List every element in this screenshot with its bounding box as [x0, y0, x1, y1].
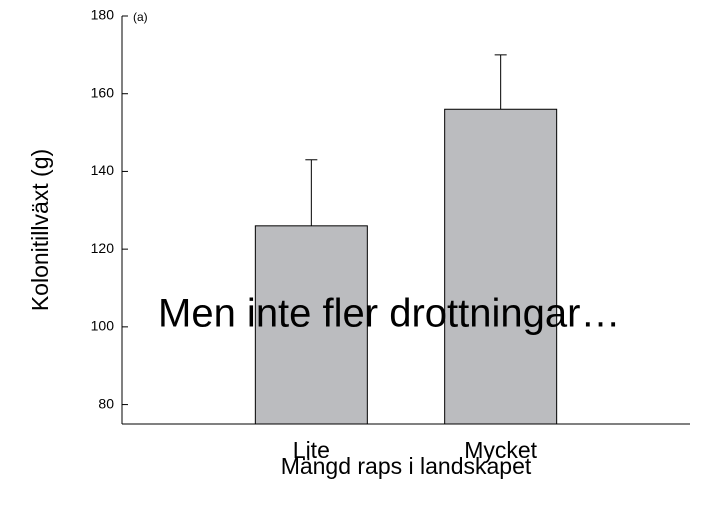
x-tick-label: Lite	[293, 437, 330, 463]
y-axis-label: Kolonitillväxt (g)	[27, 149, 53, 311]
y-tick-label: 140	[91, 162, 115, 178]
y-tick-label: 120	[91, 240, 115, 256]
x-tick-label: Mycket	[464, 437, 537, 463]
y-tick-label: 160	[91, 84, 115, 100]
y-tick-label: 80	[98, 395, 114, 411]
y-tick-label: 100	[91, 318, 115, 334]
x-axis-label: Mängd raps i landskapet	[281, 453, 532, 479]
bar	[444, 108, 558, 425]
overlay-text: Men inte fler drottningar…	[158, 292, 620, 336]
y-tick-label: 180	[91, 7, 115, 23]
bar	[254, 225, 368, 425]
annotation: (a)	[133, 10, 148, 24]
